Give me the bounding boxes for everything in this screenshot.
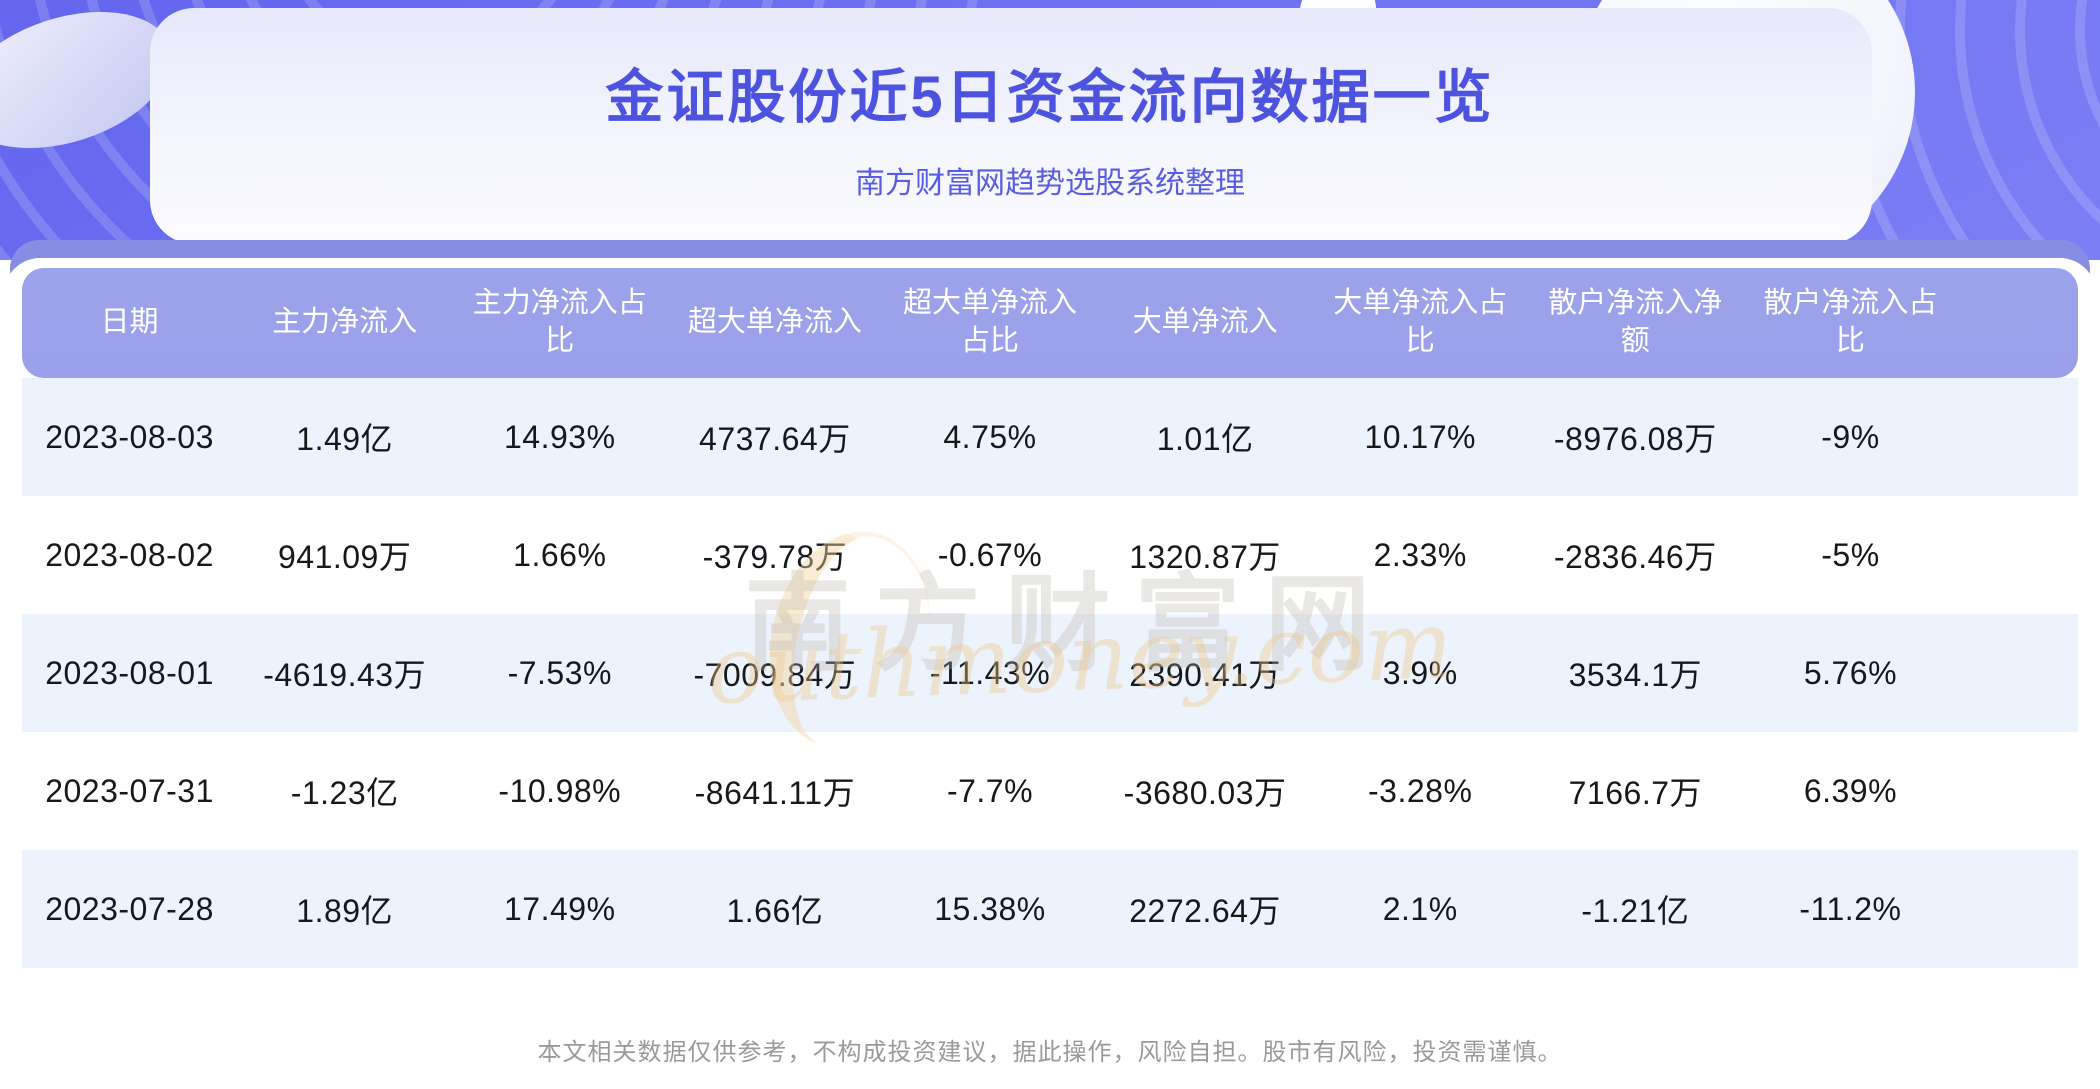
table-cell: -2836.46万 [1553, 539, 1717, 575]
table-cell: -0.67% [937, 536, 1043, 573]
data-table: 日期 主力净流入 主力净流入占比 超大单净流入 超大单净流入占比 大单净流入 大单净流入占比… [4, 258, 2096, 1089]
table-row: 2023-07-28 1.89亿 17.49% 1.66亿 15.38% 2272.64万… [22, 850, 2078, 968]
column-header: 日期 [100, 306, 159, 339]
table-cell: -8976.08万 [1553, 421, 1717, 457]
table-cell: 2390.41万 [1129, 657, 1281, 693]
column-header: 主力净流入占比 [472, 287, 647, 357]
table-header-row: 日期 主力净流入 主力净流入占比 超大单净流入 超大单净流入占比 大单净流入 大单净流入占比… [22, 268, 2078, 378]
table-cell: -9% [1821, 418, 1880, 455]
table-cell: 2.33% [1373, 536, 1467, 573]
table-cell: 1.49亿 [296, 421, 394, 457]
table-cell: 1.66% [513, 536, 607, 573]
column-header: 大单净流入占比 [1333, 287, 1508, 357]
table-cell: 1.89亿 [296, 893, 394, 929]
table-cell: 1320.87万 [1129, 539, 1281, 575]
table-cell: -5% [1821, 536, 1880, 573]
table-cell: -8641.11万 [694, 775, 856, 811]
page-subtitle: 南方财富网趋势选股系统整理 [855, 167, 1245, 200]
disclaimer-text: 本文相关数据仅供参考，不构成投资建议，据此操作，风险自担。股市有风险，投资需谨慎… [537, 1039, 1563, 1066]
page-title: 金证股份近5日资金流向数据一览 [605, 65, 1495, 130]
table-cell: 2023-08-02 [45, 536, 214, 573]
table-cell: -1.21亿 [1581, 893, 1690, 929]
table-cell: 4737.64万 [699, 421, 851, 457]
hero-banner [0, 0, 2100, 260]
table-cell: 2023-08-01 [45, 654, 214, 691]
column-header: 超大单净流入占比 [902, 287, 1077, 357]
table-cell: 2023-07-28 [45, 890, 214, 927]
table-cell: 10.17% [1364, 418, 1476, 455]
table-cell: -4619.43万 [263, 657, 427, 693]
table-cell: -1.23亿 [290, 775, 399, 811]
table-cell: -3.28% [1368, 772, 1473, 809]
column-header: 大单净流入 [1132, 306, 1278, 339]
title-card [150, 8, 1872, 244]
table-cell: 7166.7万 [1568, 775, 1703, 811]
table-row: 2023-08-03 1.49亿 14.93% 4737.64万 4.75% 1.01亿 1… [22, 378, 2078, 496]
table-cell: 2272.64万 [1129, 893, 1281, 929]
table-cell: 941.09万 [277, 539, 412, 575]
table-cell: 15.38% [934, 890, 1046, 927]
table-cell: 17.49% [504, 890, 616, 927]
table-cell: 3.9% [1382, 654, 1458, 691]
table-cell: 2.1% [1382, 890, 1458, 927]
table-cell: -3680.03万 [1123, 775, 1287, 811]
table-body: 2023-08-03 1.49亿 14.93% 4737.64万 4.75% 1.01亿 1… [22, 378, 2078, 968]
column-header: 主力净流入 [272, 306, 418, 339]
table-cell: 2023-07-31 [45, 772, 214, 809]
column-header: 散户净流入净额 [1548, 287, 1723, 357]
table-cell: -10.98% [498, 772, 622, 809]
table-cell: -11.43% [929, 654, 1051, 691]
table-row: 2023-07-31 -1.23亿 -10.98% -8641.11万 -7.7% -36… [22, 732, 2078, 850]
lavender-ellipse-icon [0, 11, 172, 149]
table-cell: 1.66亿 [726, 893, 824, 929]
table-cell: 6.39% [1803, 772, 1898, 809]
table-cell: 5.76% [1803, 654, 1898, 691]
table-cell: 4.75% [943, 418, 1037, 455]
column-header: 散户净流入占比 [1763, 287, 1938, 357]
table-cell: -7009.84万 [693, 657, 857, 693]
table-row: 2023-08-02 941.09万 1.66% -379.78万 -0.67% 1320… [22, 496, 2078, 614]
table-cell: 2023-08-03 [45, 418, 214, 455]
table-cell: 3534.1万 [1568, 657, 1703, 693]
column-header: 超大单净流入 [687, 306, 862, 339]
table-cell: -379.78万 [702, 539, 848, 575]
table-cell: -7.53% [507, 654, 612, 691]
table-cell: 14.93% [504, 418, 616, 455]
table-row: 2023-08-01 -4619.43万 -7.53% -7009.84万 -11.43… [22, 614, 2078, 732]
table-cell: 1.01亿 [1156, 421, 1254, 457]
table-cell: -11.2% [1799, 890, 1902, 927]
table-cell: -7.7% [946, 772, 1034, 809]
